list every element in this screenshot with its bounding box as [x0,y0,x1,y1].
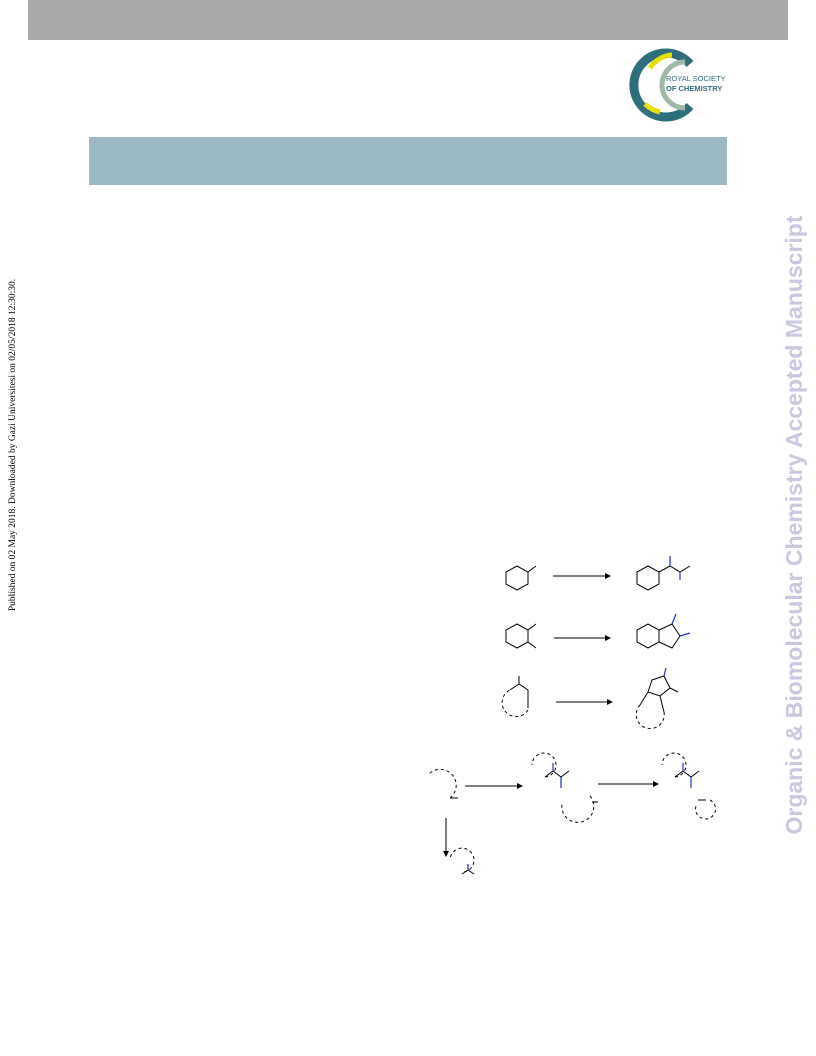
logo-text: ROYAL SOCIETY [666,74,726,83]
title-banner [89,137,727,185]
download-note: Published on 02 May 2018. Downloaded by … [8,279,18,611]
logo-text: OF CHEMISTRY [666,84,722,93]
reaction-scheme [427,556,717,875]
watermark: Organic & Biomolecular Chemistry Accepte… [781,215,807,834]
logo: ROYAL SOCIETY OF CHEMISTRY [629,48,726,122]
header-bar [28,0,788,40]
